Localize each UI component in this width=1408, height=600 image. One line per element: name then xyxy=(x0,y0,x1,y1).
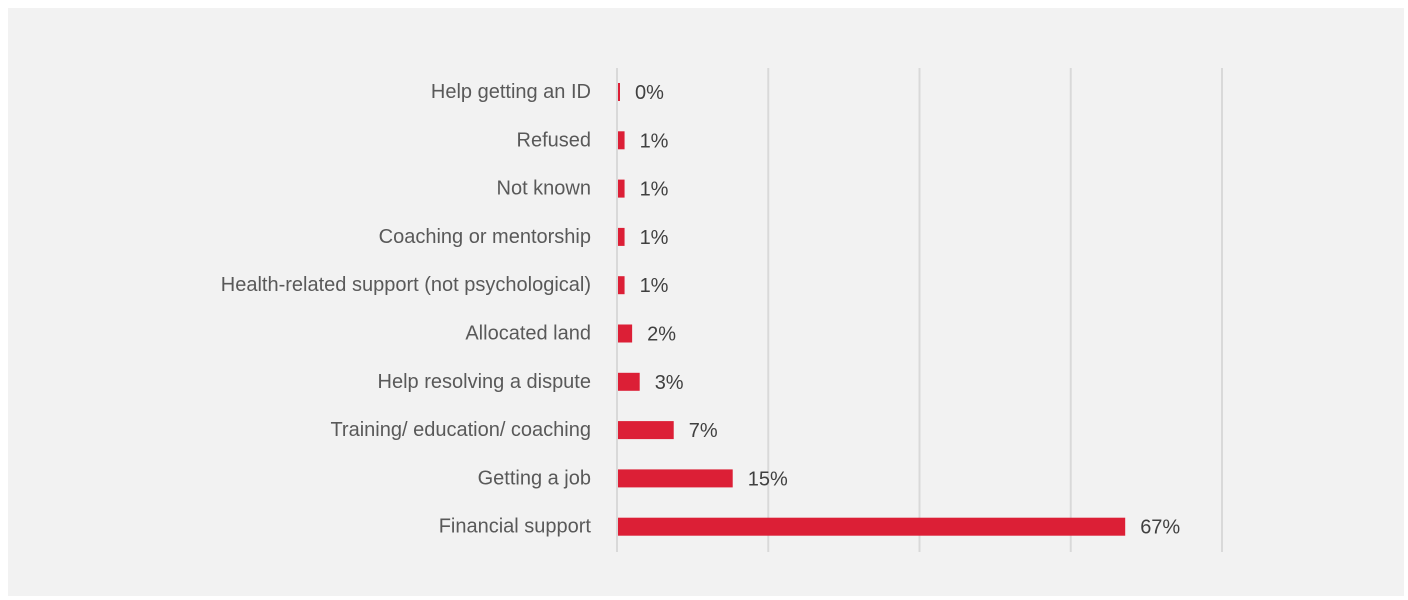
value-label-8: 15% xyxy=(748,468,788,490)
value-label-2: 1% xyxy=(640,179,669,201)
value-label-7: 7% xyxy=(689,420,718,442)
value-label-9: 67% xyxy=(1140,517,1180,539)
bar-6 xyxy=(618,372,640,391)
bar-5 xyxy=(618,324,633,343)
bar-2 xyxy=(618,179,625,198)
category-label-7: Training/ education/ coaching xyxy=(330,419,591,441)
bar-4 xyxy=(618,276,625,295)
category-label-0: Help getting an ID xyxy=(431,81,591,103)
value-labels: 0% 1% 1% 1% 1% 2% 3% 7% 15% 67% xyxy=(635,82,1180,539)
bar-0 xyxy=(618,83,620,101)
category-label-9: Financial support xyxy=(439,516,592,538)
category-label-5: Allocated land xyxy=(465,323,591,345)
category-label-4: Health-related support (not psychologica… xyxy=(221,274,591,296)
value-label-4: 1% xyxy=(640,275,669,297)
bar-9 xyxy=(618,517,1126,536)
bars xyxy=(618,83,1126,536)
category-label-1: Refused xyxy=(517,129,592,151)
value-label-3: 1% xyxy=(640,227,669,249)
bar-7 xyxy=(618,421,674,440)
value-label-6: 3% xyxy=(655,372,684,394)
bar-3 xyxy=(618,227,625,246)
value-label-1: 1% xyxy=(640,130,669,152)
category-label-2: Not known xyxy=(497,178,592,200)
category-label-6: Help resolving a dispute xyxy=(378,371,591,393)
bar-1 xyxy=(618,131,625,150)
bar-8 xyxy=(618,469,733,488)
category-label-3: Coaching or mentorship xyxy=(379,226,591,248)
chart-panel xyxy=(8,8,1404,596)
value-label-5: 2% xyxy=(647,324,676,346)
category-labels: Help getting an ID Refused Not known Coachi… xyxy=(221,81,592,538)
gridlines xyxy=(616,68,1223,552)
value-label-0: 0% xyxy=(635,82,664,104)
category-label-8: Getting a job xyxy=(478,467,591,489)
